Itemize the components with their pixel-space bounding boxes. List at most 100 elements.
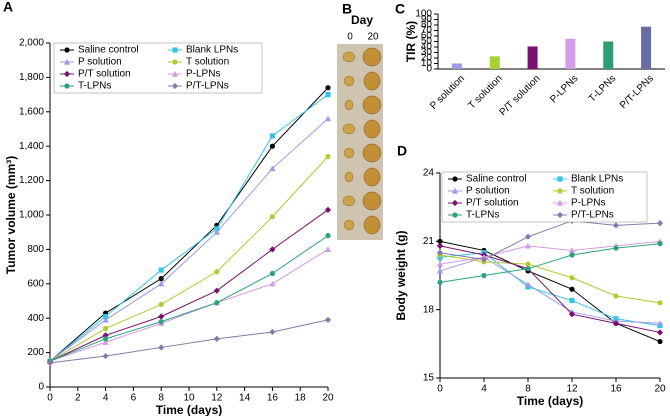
legend-label: P-LPNs	[571, 198, 605, 209]
x-tick-label: 0	[437, 384, 443, 395]
y-tick-label: 15	[423, 373, 435, 384]
marker	[213, 229, 220, 235]
marker	[158, 267, 164, 273]
marker	[437, 238, 443, 244]
marker	[102, 332, 109, 339]
y-axis-title: Body weight (g)	[394, 231, 408, 321]
marker	[213, 287, 220, 294]
legend-label: Blank LPNs	[571, 174, 623, 185]
panel-label: D	[397, 143, 407, 159]
y-tick-label: 50	[421, 36, 433, 47]
y-tick-label: 60	[421, 31, 433, 42]
x-tick-label: 16	[267, 393, 279, 404]
series-line	[49, 94, 329, 362]
marker	[556, 211, 564, 219]
marker	[214, 300, 220, 306]
x-tick-label: P/T solution	[498, 73, 543, 118]
bar	[641, 26, 652, 69]
legend-label: P/T-LPNs	[571, 210, 614, 221]
marker	[214, 269, 220, 275]
marker	[324, 206, 332, 213]
y-tick-label: 20	[421, 53, 433, 64]
marker	[451, 199, 459, 207]
y-tick-label: 18	[423, 304, 435, 315]
y-tick-label: 1,000	[19, 210, 44, 221]
marker	[568, 247, 576, 254]
marker	[103, 325, 109, 332]
legend-label: P/T solution	[466, 198, 519, 209]
tumor	[343, 147, 355, 159]
y-tick-label: 0	[426, 64, 432, 75]
tumor	[362, 191, 382, 211]
legend-label: P-LPNs	[186, 69, 220, 80]
photo-column-label: 0	[347, 32, 353, 43]
marker	[325, 153, 331, 160]
bar	[489, 56, 500, 69]
x-tick-label: 12	[566, 384, 578, 395]
marker	[102, 339, 109, 345]
y-tick-label: 600	[27, 278, 44, 289]
marker	[269, 143, 275, 149]
photo-column-label: 20	[367, 32, 379, 43]
photo-title: Day	[351, 13, 373, 27]
x-tick-label: 18	[295, 393, 307, 404]
marker	[158, 280, 165, 287]
y-tick-label: 800	[27, 244, 44, 255]
legend-label: T solution	[186, 57, 229, 68]
marker	[657, 241, 663, 247]
y-axis-title: TIR (%)	[404, 21, 418, 62]
marker	[214, 226, 220, 232]
series-line	[439, 243, 661, 283]
marker	[613, 245, 619, 251]
series-line	[439, 252, 661, 327]
marker	[63, 70, 71, 78]
marker	[480, 256, 488, 263]
series-line	[439, 256, 661, 324]
tumor	[363, 71, 381, 91]
legend-label: P solution	[78, 57, 122, 68]
marker	[325, 92, 331, 98]
marker	[568, 311, 576, 318]
x-tick-label: 20	[654, 384, 666, 395]
series-line	[439, 245, 661, 333]
bar	[527, 46, 538, 69]
bar	[603, 41, 614, 69]
marker	[269, 165, 276, 172]
marker	[452, 212, 458, 218]
y-tick-label: 1,200	[19, 175, 44, 186]
marker	[172, 59, 178, 65]
marker	[569, 252, 575, 258]
marker	[436, 249, 444, 256]
y-tick-label: 21	[423, 236, 435, 247]
tumor	[344, 171, 354, 183]
y-tick-label: 100	[415, 9, 432, 20]
y-axis-title: Tumor volume (mm³)	[4, 156, 18, 274]
marker	[481, 272, 487, 279]
y-tick-label: 24	[423, 168, 435, 179]
marker	[171, 70, 179, 77]
marker	[158, 313, 165, 320]
legend-label: T solution	[571, 186, 614, 197]
series-line	[439, 254, 661, 304]
marker	[269, 246, 276, 253]
marker	[525, 266, 531, 272]
x-tick-label: P-LPNs	[548, 73, 580, 105]
legend-label: P/T-LPNs	[186, 81, 229, 92]
y-tick-label: 90	[421, 14, 433, 25]
legend-box	[53, 42, 263, 94]
y-tick-label: 1,600	[19, 106, 44, 117]
marker	[158, 301, 164, 308]
x-tick-label: 4	[481, 384, 487, 395]
series-line	[49, 319, 329, 364]
marker	[569, 297, 575, 304]
y-tick-label: 1,800	[19, 72, 44, 83]
legend-label: Blank LPNs	[186, 45, 238, 56]
y-tick-label: 400	[27, 313, 44, 324]
y-tick-label: 200	[27, 347, 44, 358]
marker	[436, 242, 444, 249]
marker	[269, 280, 276, 287]
tumor	[363, 215, 381, 235]
marker	[612, 222, 620, 229]
marker	[657, 300, 663, 306]
